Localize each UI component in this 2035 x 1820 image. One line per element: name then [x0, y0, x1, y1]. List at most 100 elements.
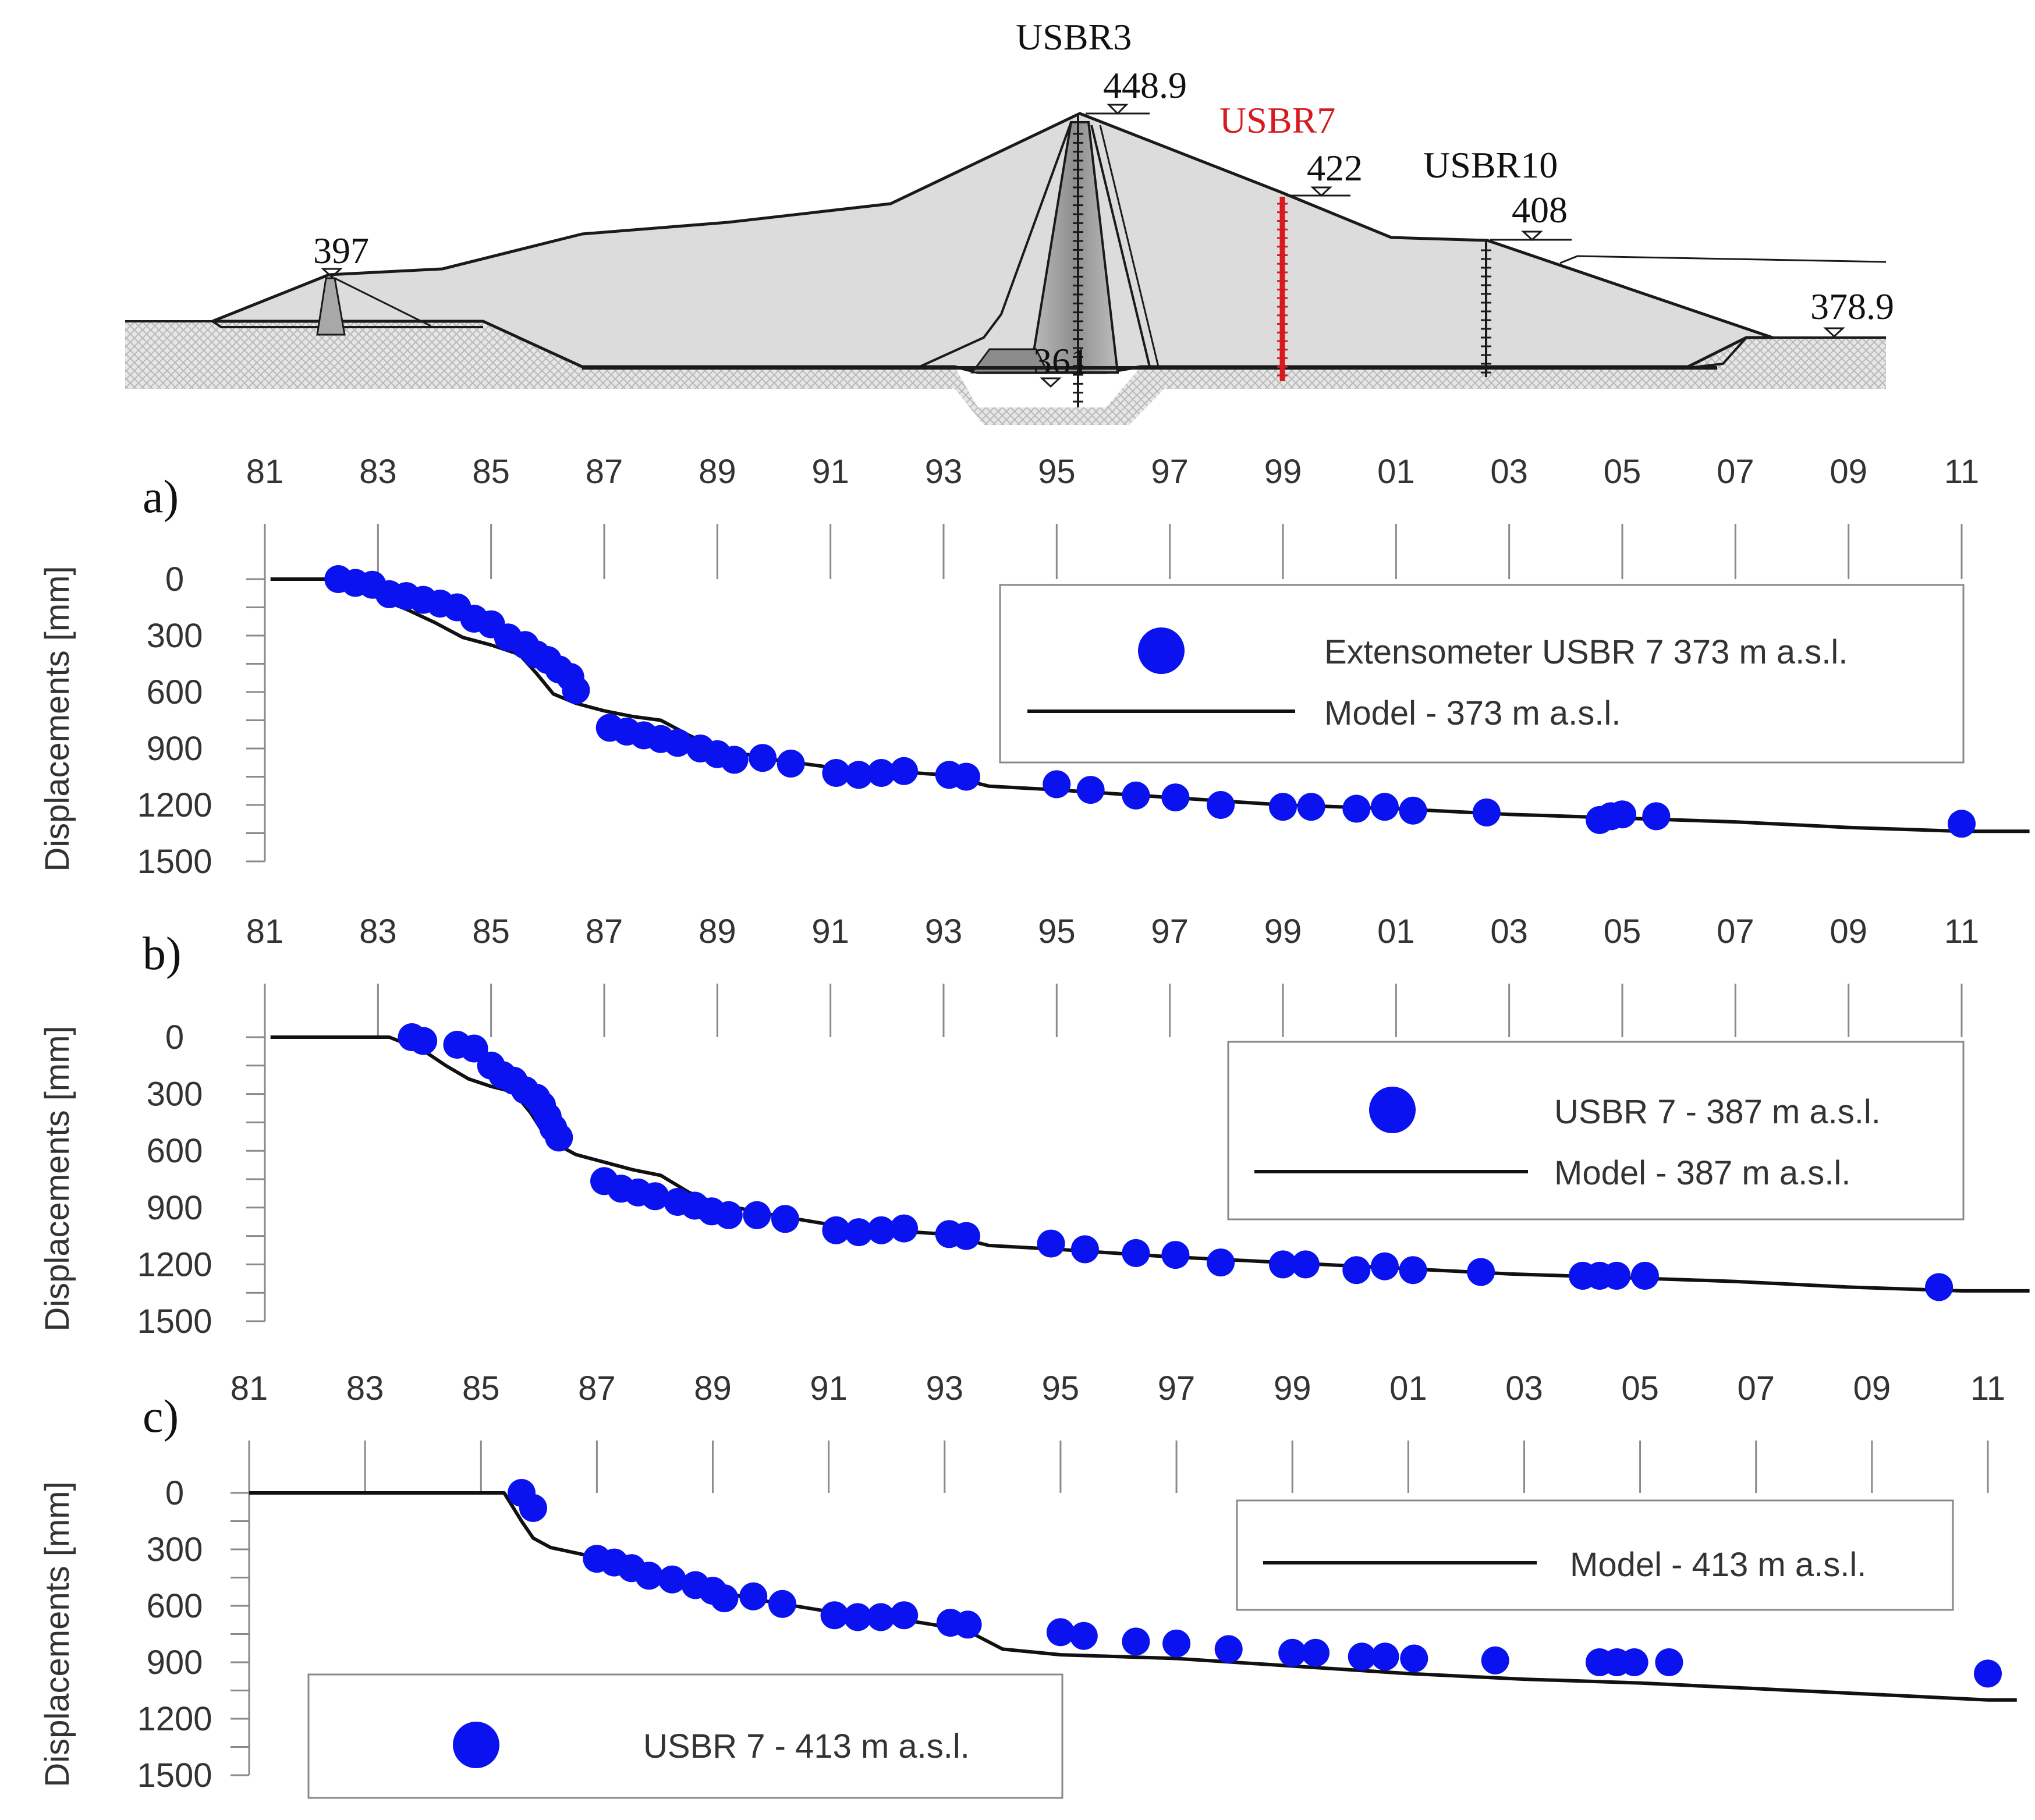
x-tick-label: 91	[811, 913, 849, 950]
observed-point	[545, 1123, 573, 1152]
observed-point	[749, 744, 777, 772]
panel-b-ylabel: Displacements [mm]	[38, 1026, 76, 1331]
observed-point	[658, 1565, 686, 1594]
panel-b-label: b)	[143, 928, 182, 980]
y-tick-label: 0	[165, 1019, 184, 1056]
x-tick-label: 93	[925, 453, 963, 491]
y-tick-label: 900	[147, 730, 203, 768]
observed-point	[822, 759, 850, 787]
crest-marker	[1086, 104, 1150, 115]
panel-a-legend-line-label: Model - 373 m a.s.l.	[1324, 694, 1621, 732]
downstream-toe	[1687, 336, 1886, 369]
observed-point	[1925, 1273, 1954, 1301]
observed-point	[1370, 1252, 1399, 1280]
x-tick-label: 81	[231, 1370, 268, 1407]
x-tick-label: 03	[1505, 1370, 1543, 1407]
label-usbr10: USBR10	[1423, 144, 1558, 186]
x-tick-label: 01	[1389, 1370, 1427, 1407]
x-tick-label: 01	[1377, 453, 1415, 491]
panel-b-axes	[246, 1036, 266, 1322]
x-tick-label: 95	[1042, 1370, 1080, 1407]
observed-point	[1122, 1239, 1150, 1267]
x-tick-label: 99	[1264, 913, 1302, 950]
observed-point	[635, 1562, 663, 1590]
x-tick-label: 99	[1274, 1370, 1311, 1407]
panel-a-legend-points-label: Extensometer USBR 7 373 m a.s.l.	[1324, 633, 1848, 671]
panel-c: c) Displacements [mm] 81 83 85 87 89 91 93 95 97…	[38, 1370, 2017, 1799]
observed-point	[768, 1590, 796, 1618]
elev-foundation: 361	[1033, 340, 1089, 382]
panel-a-ylabel: Displacements [mm]	[38, 566, 76, 871]
observed-point	[1046, 1618, 1075, 1647]
panel-b-observed-series	[398, 1023, 1954, 1301]
y-tick-label: 300	[147, 1076, 203, 1113]
observed-point	[1269, 1250, 1297, 1279]
x-tick-label: 83	[359, 453, 397, 491]
x-tick-label: 87	[578, 1370, 616, 1407]
panel-a-axes	[246, 578, 266, 863]
panel-c-x-ticks: 81 83 85 87 89 91 93 95 97 99 01 03 05 07 09 11	[231, 1370, 2005, 1493]
y-tick-label: 300	[147, 617, 203, 655]
y-tick-label: 1500	[137, 1303, 212, 1340]
foundation-marker	[1040, 377, 1062, 388]
panel-b-legend-line-label: Model - 387 m a.s.l.	[1554, 1154, 1850, 1192]
observed-point	[1400, 1644, 1428, 1673]
x-tick-label: 11	[1944, 453, 1979, 491]
upstream-shell-boundary	[919, 122, 1072, 368]
elev-crest: 448.9	[1103, 65, 1187, 106]
elev-berm-usbr7: 422	[1307, 147, 1363, 189]
observed-point	[739, 1582, 768, 1610]
x-tick-label: 87	[586, 453, 623, 491]
panel-c-legend-line-label: Model - 413 m a.s.l.	[1570, 1546, 1866, 1584]
central-core	[1029, 121, 1119, 374]
observed-point	[460, 1034, 488, 1063]
observed-point	[867, 1603, 895, 1631]
y-tick-label: 600	[147, 1132, 203, 1170]
panel-b: b) Displacements [mm] 81 83 85 87 89 91 93 95 97…	[38, 913, 2030, 1340]
observed-point	[1269, 793, 1297, 821]
x-tick-label: 95	[1038, 453, 1076, 491]
observed-point	[822, 1216, 850, 1244]
x-tick-label: 83	[359, 913, 397, 950]
observed-point	[1620, 1648, 1648, 1676]
observed-point	[1076, 776, 1105, 804]
panel-c-y-ticks: 0 300 600 900 1200 1500	[137, 1474, 212, 1794]
observed-point	[843, 1603, 872, 1631]
elev-berm-usbr10: 408	[1512, 189, 1568, 230]
observed-point	[641, 1182, 669, 1211]
x-tick-label: 07	[1717, 913, 1754, 950]
x-tick-label: 03	[1490, 913, 1528, 950]
panel-a-label: a)	[143, 471, 179, 523]
observed-point	[953, 1610, 982, 1639]
x-tick-label: 97	[1151, 913, 1189, 950]
observed-point	[1043, 770, 1071, 799]
observed-point	[1342, 1256, 1371, 1285]
observed-point	[1481, 1646, 1509, 1674]
observed-point	[1122, 781, 1150, 810]
y-tick-label: 1500	[137, 843, 212, 881]
x-tick-label: 89	[694, 1370, 732, 1407]
x-tick-label: 85	[462, 1370, 500, 1407]
y-tick-label: 900	[147, 1189, 203, 1227]
observed-point	[1037, 1229, 1065, 1258]
observed-point	[771, 1205, 799, 1233]
observed-point	[743, 1201, 771, 1229]
elev-toe: 378.9	[1810, 286, 1894, 327]
observed-point	[1370, 793, 1399, 821]
x-tick-label: 99	[1264, 453, 1302, 491]
observed-point	[519, 1493, 547, 1522]
x-tick-label: 85	[472, 913, 510, 950]
x-tick-label: 91	[810, 1370, 848, 1407]
observed-point	[1302, 1638, 1330, 1667]
x-tick-label: 97	[1151, 453, 1189, 491]
foundation-ground	[125, 321, 1886, 425]
usbr10-extensometer	[1481, 240, 1491, 377]
observed-point	[867, 759, 896, 787]
y-tick-label: 900	[147, 1644, 203, 1681]
label-usbr7: USBR7	[1219, 100, 1335, 141]
x-tick-label: 07	[1717, 453, 1754, 491]
dam-cross-section: USBR3 USBR7 USBR10 448.9 422 408 397 361…	[125, 16, 1894, 425]
panel-a: a) Displacements [mm] 81 83 85 87 89 91 93 95 97…	[38, 453, 2030, 881]
downstream-filter	[1090, 125, 1151, 367]
